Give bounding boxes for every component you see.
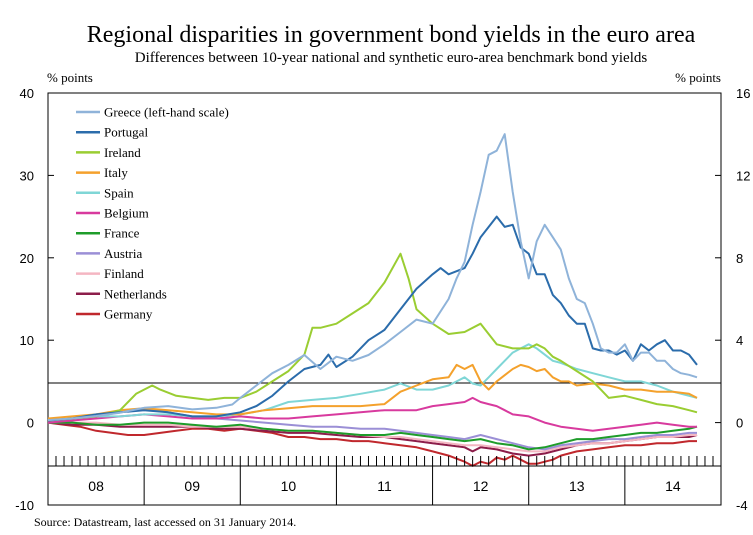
series-line-france [48,421,698,451]
series-line-finland [48,421,697,453]
legend-label: Spain [104,185,134,200]
legend-label: Ireland [104,145,141,160]
left-y-tick-label: 10 [20,333,34,348]
right-y-tick-label: 0 [736,416,743,431]
right-y-tick-label: 12 [736,168,750,183]
left-y-tick-label: -10 [15,498,34,513]
legend-label: Belgium [104,206,149,221]
chart-subtitle: Differences between 10-year national and… [135,50,648,66]
legend-label: Greece (left-hand scale) [104,105,229,120]
x-tick-label: 09 [184,478,200,494]
series-line-portugal [47,215,698,422]
x-tick-label: 10 [281,478,297,494]
series-line-greece-left-hand-scale [47,133,698,422]
source-note: Source: Datastream, last accessed on 31 … [34,515,296,529]
right-y-tick-label: -4 [736,498,748,513]
plot-frame [47,92,722,506]
series-line-ireland [47,252,698,422]
x-tick-label: 12 [473,478,489,494]
left-y-axis: -10 0 10 20 30 40 [15,86,54,513]
right-axis-unit: % points [675,70,721,85]
left-axis-unit: % points [47,70,93,85]
legend-label: Italy [104,165,128,180]
right-y-tick-label: 8 [736,251,743,266]
left-y-tick-label: 30 [20,168,34,183]
x-tick-label: 14 [665,478,681,494]
series-line-belgium [47,396,697,432]
series-layer [47,133,698,467]
legend-label: France [104,226,140,241]
legend: Greece (left-hand scale) Portugal Ireland I… [76,105,229,322]
chart-title: Regional disparities in government bond … [87,22,696,48]
left-y-tick-label: 40 [20,86,34,101]
legend-label: Finland [104,266,144,281]
legend-label: Netherlands [104,286,167,301]
series-line-italy [47,363,698,420]
x-tick-label: 13 [569,478,585,494]
legend-label: Germany [104,307,153,322]
legend-label: Austria [104,246,143,261]
right-y-axis: -4 0 4 8 12 16 [715,86,750,513]
legend-label: Portugal [104,125,148,140]
series-line-germany [47,421,697,467]
right-y-tick-label: 16 [736,86,750,101]
x-axis: 08 09 10 11 12 13 14 [48,456,721,505]
x-tick-label: 08 [88,478,104,494]
left-y-tick-label: 20 [20,251,34,266]
right-y-tick-label: 4 [736,333,743,348]
x-tick-label: 11 [377,478,392,494]
left-y-tick-label: 0 [27,416,34,431]
